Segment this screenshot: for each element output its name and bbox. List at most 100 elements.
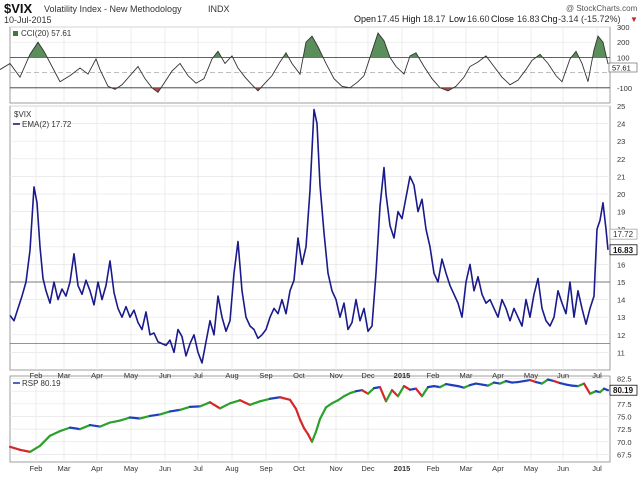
rsp-segment — [128, 416, 142, 420]
x-axis-label: Feb — [30, 371, 43, 380]
x-axis-label: Sep — [259, 464, 272, 473]
price-panel: 2524232221201918161514131211 $VIX EMA(2)… — [9, 102, 638, 371]
cci-line — [0, 32, 609, 94]
rsp-line — [8, 378, 610, 453]
rsp-segment — [302, 427, 310, 436]
quote-low: 16.60 — [467, 14, 490, 24]
price-ytick-label: 19 — [617, 208, 625, 217]
price-legend-ema: EMA(2) 17.72 — [22, 120, 72, 129]
quote-close-label: Close — [491, 14, 514, 24]
rsp-segment — [298, 418, 306, 430]
x-axis-label: Oct — [293, 371, 306, 380]
cci-yticks: 300 200 100 -100 — [617, 23, 632, 93]
rsp-legend: RSP 80.19 — [13, 379, 61, 388]
rsp-segment — [228, 399, 242, 405]
ema-last-tag: 17.72 — [609, 228, 638, 240]
price-ytick-label: 25 — [617, 102, 625, 111]
rsp-segment — [336, 395, 346, 402]
cci-ytick-label: 200 — [617, 38, 630, 47]
x-axis-label: Sep — [259, 371, 272, 380]
x-axis-label: Aug — [225, 464, 238, 473]
rsp-segment — [278, 396, 292, 401]
cci-ytick-label: 100 — [617, 53, 630, 62]
price-ytick-label: 16 — [617, 260, 625, 269]
x-axis-label: Jul — [193, 464, 203, 473]
rsp-segment — [8, 445, 22, 451]
x-axis-label: Jun — [557, 371, 569, 380]
rsp-last-value: 80.19 — [613, 386, 634, 395]
rsp-segment — [330, 399, 340, 405]
cci-ytick-label: 300 — [617, 23, 630, 32]
price-ytick-label: 22 — [617, 155, 625, 164]
rsp-ytick-label: 82.5 — [617, 375, 632, 384]
watermark: @ StockCharts.com — [566, 4, 638, 13]
price-legend: $VIX EMA(2) 17.72 — [13, 110, 72, 129]
cci-panel: 300 200 100 -100 CCI(20) 57.61 57.61 — [0, 23, 638, 104]
cci-grid — [10, 26, 610, 103]
rsp-segment — [178, 405, 192, 411]
rsp-segment — [268, 396, 282, 400]
price-ytick-label: 23 — [617, 137, 625, 146]
cci-last-tag: 57.61 — [608, 62, 638, 73]
price-ytick-label: 20 — [617, 190, 625, 199]
rsp-segment — [360, 389, 370, 395]
x-axis-label: Aug — [225, 371, 238, 380]
x-axis-label: Mar — [460, 371, 473, 380]
rsp-last-tag: 80.19 — [609, 384, 638, 396]
x-axis-label: 2015 — [394, 464, 411, 473]
x-axis-label: Jul — [193, 371, 203, 380]
close-last-value: 16.83 — [613, 246, 634, 255]
price-ytick-label: 13 — [617, 313, 625, 322]
cci-legend-swatch — [13, 31, 18, 36]
x-axis-label: Apr — [492, 464, 504, 473]
price-frame — [9, 105, 611, 371]
x-axis-label: Mar — [58, 371, 71, 380]
vix-price-line — [9, 108, 609, 364]
cci-fill — [28, 33, 607, 93]
cci-oversold-fill — [440, 87, 454, 91]
x-axis-label: Apr — [492, 371, 504, 380]
x-axis-label: May — [524, 371, 538, 380]
rsp-segment — [198, 401, 212, 408]
symbol-exchange: INDX — [208, 4, 230, 14]
rsp-segment — [396, 385, 406, 398]
x-axis-label: Apr — [91, 371, 103, 380]
rsp-segment — [384, 389, 394, 403]
cci-last-value: 57.61 — [612, 64, 631, 73]
x-axis-label: May — [124, 464, 138, 473]
cci-overbought-fill — [213, 51, 222, 58]
cci-oversold-fill — [255, 87, 261, 91]
rsp-segment — [378, 386, 388, 403]
price-ytick-label: 24 — [617, 120, 625, 129]
x-axis-label: Feb — [427, 371, 440, 380]
rsp-segment — [168, 408, 182, 413]
quote-open: 17.45 — [377, 14, 400, 24]
rsp-segment — [318, 406, 328, 421]
x-axis-label: Jun — [159, 371, 171, 380]
x-axis-label: Nov — [329, 371, 343, 380]
x-axis-label: Mar — [58, 464, 71, 473]
x-axis-label: Oct — [293, 464, 306, 473]
quote-high-label: High — [402, 14, 421, 24]
rsp-segment — [48, 430, 62, 437]
rsp-segment — [188, 405, 202, 408]
cci-ytick-label: -100 — [617, 84, 632, 93]
chg-down-icon: ▼ — [630, 15, 638, 24]
quote-chg-label: Chg — [541, 14, 558, 24]
x-axis-labels: Feb Mar Apr May Jun Jul Aug Sep Oct Nov Dec 2015 Feb… — [30, 371, 603, 473]
x-axis-label: May — [524, 464, 538, 473]
cci-overbought-fill — [283, 52, 289, 58]
cci-overbought-fill — [28, 42, 48, 58]
cci-overbought-fill — [303, 36, 324, 58]
rsp-segment — [438, 382, 448, 389]
rsp-segment — [582, 382, 592, 395]
rsp-segment — [288, 398, 298, 410]
rsp-segment — [314, 417, 322, 433]
rsp-segment — [324, 402, 334, 409]
rsp-ytick-label: 77.5 — [617, 400, 632, 409]
x-axis-label: Feb — [30, 464, 43, 473]
rsp-segment — [28, 444, 42, 453]
ema-last-value: 17.72 — [613, 230, 634, 239]
rsp-legend-text: RSP 80.19 — [22, 379, 61, 388]
